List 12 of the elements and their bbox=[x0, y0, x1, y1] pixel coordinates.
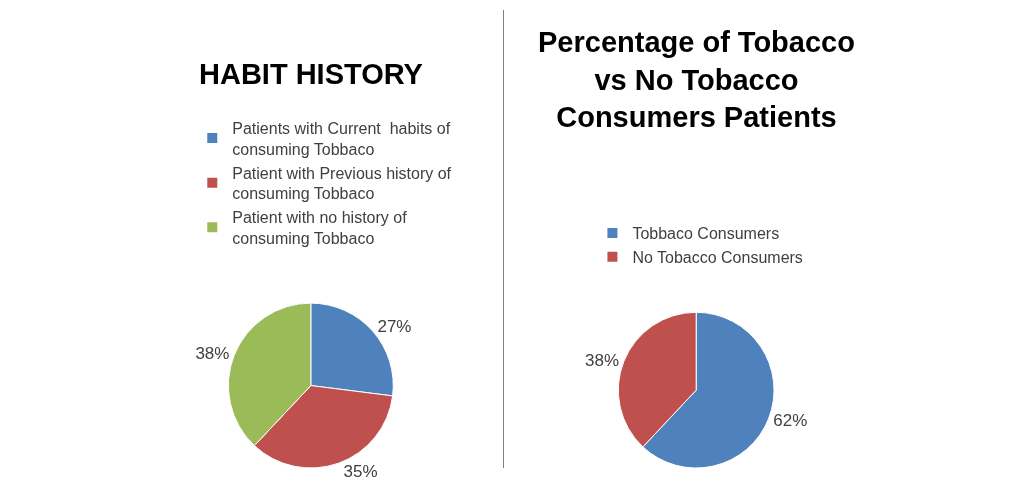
data-label: 38% bbox=[195, 344, 230, 364]
legend-label: Patient with Previous history of consuming Tobbaco bbox=[232, 164, 452, 203]
data-label: 62% bbox=[773, 410, 808, 430]
data-label: 35% bbox=[343, 462, 378, 482]
data-label: 27% bbox=[377, 317, 412, 337]
data-label: 38% bbox=[584, 350, 620, 370]
legend-label: No Tobacco Consumers bbox=[632, 249, 803, 267]
legend-label: Patients with Current habits of consuming Tobbaco bbox=[232, 119, 451, 158]
legend-label: Patient with no history of consuming Tobbaco bbox=[232, 209, 408, 247]
legend-label: Tobbaco Consumers bbox=[632, 225, 780, 243]
chart-title: Percentage of Tobacco vs No Tobacco Consumers Patients bbox=[538, 26, 855, 134]
chart-title: HABIT HISTORY bbox=[199, 58, 423, 90]
